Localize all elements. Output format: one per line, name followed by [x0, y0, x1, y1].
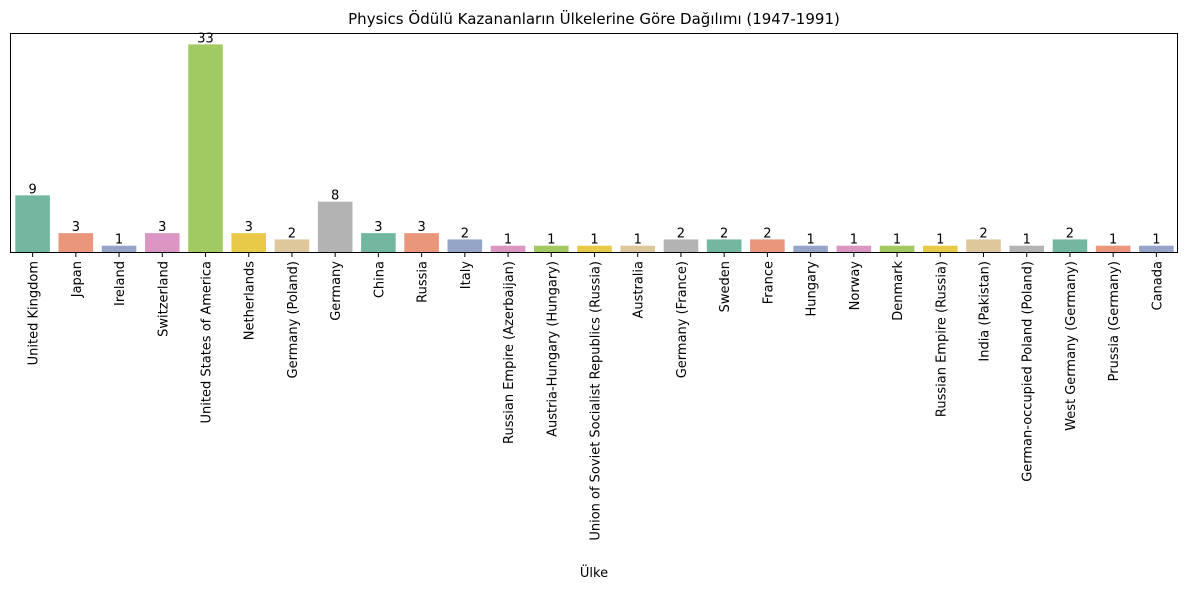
data-label-21: 1 [936, 233, 944, 248]
data-label-0: 9 [28, 182, 36, 197]
bar-11 [490, 245, 526, 252]
x-tick-label-8: China [372, 261, 387, 298]
bar-12 [533, 245, 569, 252]
data-label-9: 3 [417, 220, 425, 235]
bar-17 [750, 239, 785, 252]
bar-20 [879, 245, 915, 252]
x-tick-label-25: Prussia (Germany) [1107, 261, 1122, 381]
data-label-11: 1 [504, 233, 512, 248]
bar-5 [231, 233, 267, 252]
plot-frame [10, 33, 1178, 253]
data-label-8: 3 [374, 220, 382, 235]
bar-7 [317, 201, 353, 252]
x-tick-label-2: Ireland [113, 261, 128, 306]
bar-8 [361, 233, 396, 252]
x-tick-label-23: German-occupied Poland (Poland) [1021, 261, 1036, 482]
x-tick-label-14: Australia [632, 261, 647, 319]
bar-0 [15, 195, 50, 252]
bar-19 [836, 245, 872, 252]
chart-title: Physics Ödülü Kazananların Ülkelerine Gö… [348, 9, 840, 28]
x-tick-label-1: Japan [70, 261, 85, 298]
data-label-24: 2 [1066, 226, 1074, 241]
bar-23 [1009, 245, 1045, 252]
data-label-3: 3 [158, 220, 166, 235]
x-ticks-group: United Kingdom Japan Ireland Switzerland Uni… [27, 252, 1165, 541]
bar-3 [144, 233, 180, 252]
bar-6 [274, 239, 310, 252]
bar-16 [706, 239, 742, 252]
data-label-22: 2 [979, 226, 987, 241]
x-tick-label-12: Austria-Hungary (Hungary) [545, 261, 560, 437]
data-label-12: 1 [547, 233, 555, 248]
x-tick-label-3: Switzerland [156, 261, 171, 337]
data-label-18: 1 [806, 233, 814, 248]
bar-13 [577, 245, 612, 252]
data-label-25: 1 [1109, 233, 1117, 248]
data-label-14: 1 [634, 233, 642, 248]
x-tick-label-9: Russia [416, 261, 431, 303]
data-label-15: 2 [677, 226, 685, 241]
x-tick-label-24: West Germany (Germany) [1064, 261, 1079, 431]
x-tick-label-26: Canada [1150, 261, 1165, 310]
x-tick-label-15: Germany (France) [675, 261, 690, 378]
data-label-6: 2 [288, 226, 296, 241]
data-label-2: 1 [115, 233, 123, 248]
bar-21 [922, 245, 958, 252]
data-label-5: 3 [245, 220, 253, 235]
x-tick-label-7: Germany [329, 261, 344, 321]
data-label-1: 3 [72, 220, 80, 235]
bar-14 [620, 245, 656, 252]
data-label-10: 2 [461, 226, 469, 241]
x-tick-label-11: Russian Empire (Azerbaijan) [502, 261, 517, 444]
bar-4 [188, 44, 223, 252]
x-tick-label-4: United States of America [200, 261, 215, 423]
x-tick-label-0: United Kingdom [27, 261, 42, 365]
bars-group [15, 44, 1174, 252]
x-axis-label: Ülke [580, 564, 608, 581]
data-label-23: 1 [1023, 233, 1031, 248]
bar-22 [966, 239, 1001, 252]
x-tick-label-18: Hungary [805, 261, 820, 317]
data-label-4: 33 [197, 31, 214, 46]
data-label-16: 2 [720, 226, 728, 241]
x-tick-label-20: Denmark [891, 261, 906, 321]
data-label-19: 1 [850, 233, 858, 248]
x-tick-label-13: Union of Soviet Socialist Republics (Rus… [589, 261, 604, 541]
x-tick-label-6: Germany (Poland) [286, 261, 301, 378]
x-tick-label-10: Italy [459, 261, 474, 290]
bar-26 [1139, 245, 1174, 252]
bar-24 [1052, 239, 1088, 252]
bar-10 [447, 239, 483, 252]
x-tick-label-21: Russian Empire (Russia) [934, 261, 949, 417]
data-label-17: 2 [763, 226, 771, 241]
bar-9 [404, 233, 439, 252]
data-label-13: 1 [590, 233, 598, 248]
data-label-20: 1 [893, 233, 901, 248]
data-label-7: 8 [331, 189, 339, 204]
bar-15 [663, 239, 699, 252]
bar-25 [1095, 245, 1131, 252]
data-label-26: 1 [1152, 233, 1160, 248]
x-tick-label-5: Netherlands [243, 261, 258, 340]
bar-1 [58, 233, 94, 252]
x-tick-label-16: Sweden [718, 261, 733, 312]
x-tick-label-19: Norway [848, 261, 863, 311]
bar-18 [793, 245, 828, 252]
x-tick-label-17: France [761, 261, 776, 304]
x-tick-label-22: India (Pakistan) [978, 261, 993, 362]
bar-2 [101, 245, 137, 252]
